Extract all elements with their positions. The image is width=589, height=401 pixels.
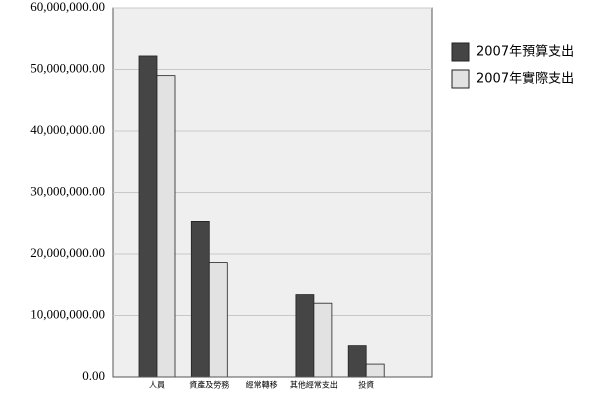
y-tick-label: 40,000,000.00 xyxy=(30,122,105,137)
y-tick-label: 20,000,000.00 xyxy=(30,245,105,260)
x-tick-label: 經常轉移 xyxy=(246,380,278,390)
y-tick-label: 0.00 xyxy=(82,368,105,383)
bar xyxy=(138,55,158,378)
bar xyxy=(313,302,333,378)
bar xyxy=(365,363,385,378)
y-tick-label: 30,000,000.00 xyxy=(30,183,105,198)
bar xyxy=(208,262,228,378)
x-tick-label: 人員 xyxy=(149,381,165,390)
legend-label: 2007年實際支出 xyxy=(476,71,574,87)
bar xyxy=(295,294,315,378)
bar xyxy=(347,345,367,378)
x-tick-label: 投資 xyxy=(358,380,374,390)
y-tick-label: 60,000,000.00 xyxy=(30,0,105,14)
x-tick-label: 資產及勞務 xyxy=(189,380,229,390)
y-tick-label: 50,000,000.00 xyxy=(30,60,105,75)
y-tick-label: 10,000,000.00 xyxy=(30,306,105,321)
bar xyxy=(190,221,210,378)
x-tick-label: 其他經常支出 xyxy=(290,380,338,390)
bar xyxy=(156,75,176,378)
legend-label: 2007年預算支出 xyxy=(476,45,574,60)
legend-swatch xyxy=(451,69,470,89)
legend-swatch xyxy=(451,42,470,62)
